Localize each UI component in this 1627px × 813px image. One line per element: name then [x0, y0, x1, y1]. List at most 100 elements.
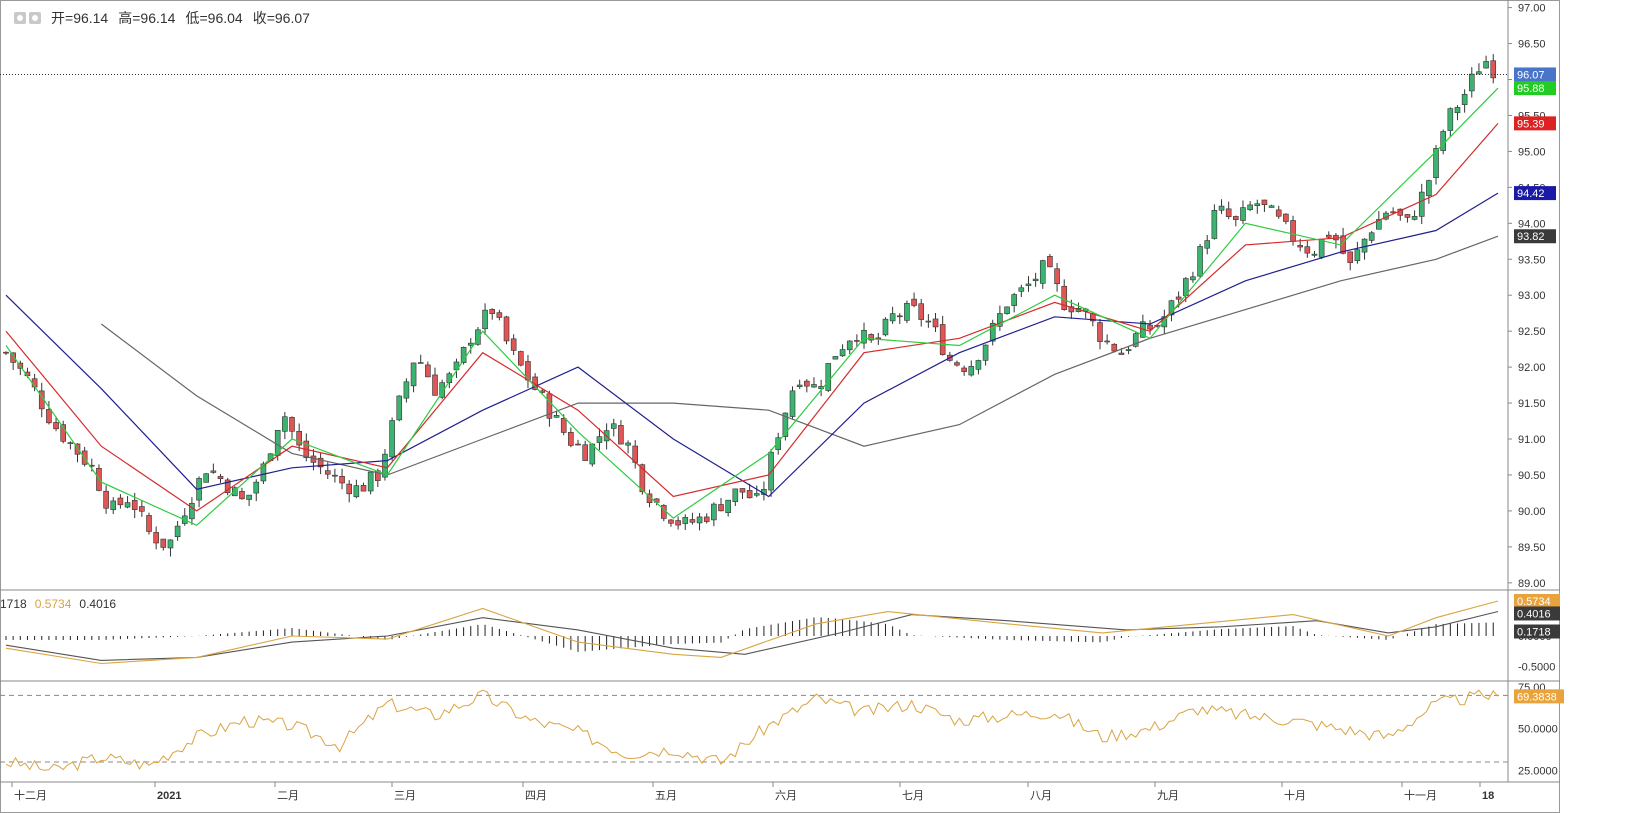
candle — [425, 361, 431, 378]
candle — [460, 346, 467, 365]
eye-icon[interactable] — [14, 12, 26, 24]
candle — [217, 473, 224, 483]
candle — [139, 500, 145, 517]
candle — [1261, 199, 1268, 212]
candle — [1354, 241, 1361, 264]
candle-body — [1111, 343, 1118, 352]
candle-body — [932, 318, 939, 328]
candle — [1218, 199, 1225, 214]
macd-legend-hist: 1718 — [0, 597, 27, 611]
candle — [489, 308, 496, 320]
candle-body — [496, 312, 503, 318]
candle-body — [997, 313, 1003, 327]
toolbar-icons[interactable] — [14, 12, 41, 24]
candle — [1018, 284, 1025, 298]
candle — [882, 317, 889, 337]
candle — [575, 439, 581, 446]
candle-body — [668, 519, 674, 524]
candle-body — [725, 499, 731, 514]
candle-body — [1433, 147, 1439, 179]
candle — [789, 386, 796, 419]
ohlc-low: 低=96.04 — [185, 10, 243, 26]
candle-body — [103, 490, 109, 509]
candle — [846, 340, 853, 355]
candle — [918, 298, 925, 327]
candle — [904, 300, 910, 324]
candle-body — [732, 488, 739, 503]
candle — [360, 482, 367, 492]
candle — [1368, 231, 1375, 244]
candle — [1197, 243, 1203, 278]
candle — [1325, 231, 1332, 239]
candle-body — [703, 516, 710, 522]
candle-body — [217, 476, 224, 479]
candle-body — [317, 457, 324, 468]
candle — [689, 512, 696, 525]
candle-body — [861, 329, 867, 344]
candle-body — [253, 481, 260, 494]
macd-legend: 1718 0.5734 0.4016 — [0, 597, 116, 611]
candle — [546, 390, 553, 427]
candle — [1304, 240, 1311, 258]
candle — [253, 479, 260, 502]
candle-body — [1418, 191, 1425, 217]
price-tick-label: 89.00 — [1518, 578, 1546, 590]
candle-body — [1318, 238, 1325, 258]
candle — [696, 512, 703, 531]
macd-badge-bg — [1514, 624, 1560, 639]
candle — [825, 363, 832, 393]
candle — [1104, 334, 1110, 345]
candle-body — [1268, 205, 1275, 208]
candle-body — [439, 382, 445, 398]
candle — [1447, 107, 1454, 138]
candle — [889, 306, 896, 324]
candle — [167, 539, 174, 557]
candle — [74, 443, 81, 463]
candle — [382, 449, 388, 481]
candle-body — [1240, 207, 1246, 221]
settings-icon[interactable] — [29, 12, 41, 24]
price-badge: 95.88 — [1514, 81, 1556, 96]
candle-body — [1190, 276, 1196, 281]
candle — [610, 418, 617, 437]
candle-body — [896, 315, 903, 318]
candle-body — [882, 318, 889, 336]
candle — [997, 305, 1003, 331]
ohlc-close: 收=96.07 — [252, 10, 310, 26]
candle — [1361, 238, 1368, 260]
candle — [196, 476, 202, 508]
candle-body — [510, 338, 517, 351]
candle-body — [1376, 219, 1382, 230]
candle-body — [346, 483, 353, 495]
price-badges: 96.07 95.88 95.39 94.42 93.82 — [1514, 67, 1556, 244]
candle — [868, 333, 874, 343]
candle — [1240, 200, 1246, 225]
candle — [203, 473, 210, 483]
candle-body — [954, 362, 960, 366]
candle — [854, 334, 860, 348]
candle — [989, 319, 996, 346]
candle — [353, 479, 360, 499]
x-tick-label: 七月 — [902, 789, 924, 802]
candle — [975, 359, 982, 375]
price-tick-label: 91.00 — [1518, 434, 1546, 446]
candle-body — [868, 334, 874, 341]
candle — [239, 487, 245, 500]
candle — [796, 379, 803, 389]
candle-body — [1411, 216, 1418, 220]
candle-body — [74, 443, 81, 455]
candle — [711, 502, 717, 527]
candle-body — [639, 464, 646, 493]
candle-body — [475, 329, 481, 345]
candle-body — [746, 490, 753, 499]
candle-body — [53, 422, 59, 430]
candle-body — [1197, 246, 1203, 277]
candle-body — [739, 488, 746, 493]
candle — [1347, 251, 1354, 271]
candle-body — [282, 416, 288, 432]
candle-body — [968, 366, 975, 376]
rsi-tick-label: 25.0000 — [1518, 765, 1558, 777]
candle-body — [460, 346, 467, 364]
